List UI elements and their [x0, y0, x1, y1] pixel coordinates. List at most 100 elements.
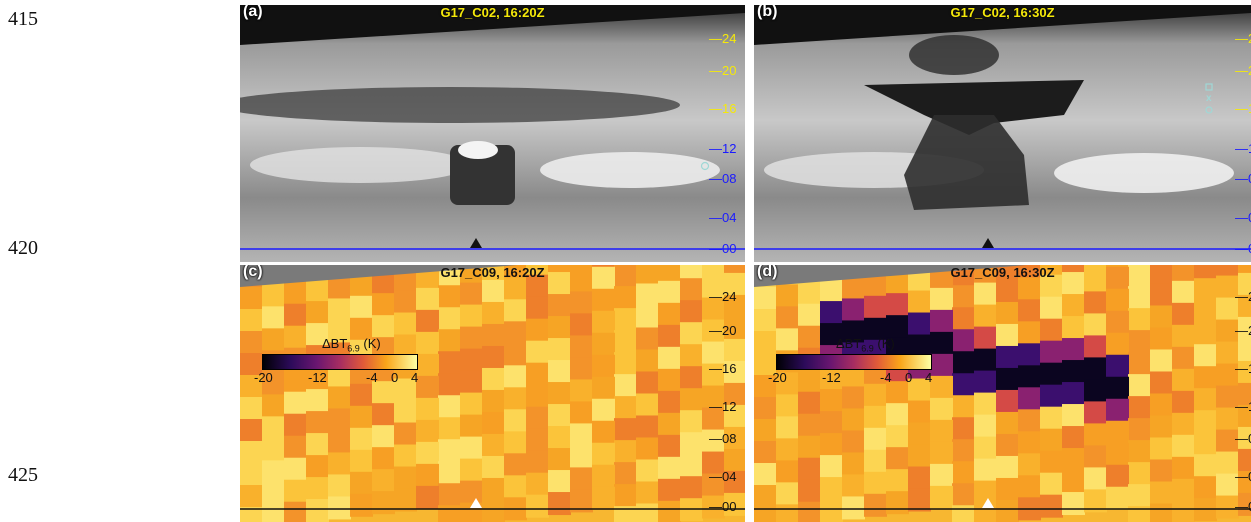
panel-c-image — [240, 265, 745, 522]
pixel-tile — [482, 367, 505, 391]
pixel-tile — [592, 398, 615, 422]
pixel-tile — [1238, 426, 1251, 450]
pixel-tile — [680, 344, 703, 368]
pixel-tile — [930, 485, 953, 509]
pixel-tile — [1128, 440, 1151, 464]
pixel-tile — [1062, 448, 1085, 472]
pixel-tile — [592, 486, 615, 510]
pixel-tile — [842, 452, 865, 476]
pixel-tile — [996, 389, 1019, 413]
pixel-tile — [702, 429, 725, 453]
pixel-tile — [974, 348, 997, 372]
pixel-tile — [372, 425, 395, 449]
pixel-tile — [908, 400, 931, 424]
pixel-tile — [526, 472, 549, 496]
pixel-tile — [636, 481, 659, 505]
pixel-tile — [1106, 376, 1129, 400]
pixel-tile — [1238, 360, 1251, 384]
pixel-tile — [592, 265, 615, 268]
pixel-tile — [724, 382, 745, 406]
colorbar-gradient — [776, 354, 932, 370]
pixel-tile — [724, 448, 745, 472]
pixel-tile — [1150, 327, 1173, 351]
pixel-tile — [1150, 415, 1173, 439]
pixel-tile — [724, 265, 745, 274]
pixel-tile — [952, 395, 975, 419]
pixel-tile — [886, 491, 909, 515]
pixel-tile — [570, 265, 593, 271]
pixel-tile — [820, 279, 843, 303]
pixel-tile — [372, 491, 395, 515]
panel-c: (c) G17_C09, 16:20Z ΔBT6.9 (K) -20 -12 -… — [240, 265, 745, 522]
pixel-tile — [1084, 265, 1107, 271]
axis-tick: —00 — [709, 499, 737, 514]
pixel-tile — [680, 432, 703, 456]
axis-tick: —08 — [709, 431, 737, 446]
pixel-tile — [776, 460, 799, 484]
pixel-tile — [614, 440, 637, 464]
pixel-tile — [776, 306, 799, 330]
pixel-tile — [1150, 349, 1173, 373]
pixel-tile — [754, 485, 777, 508]
pixel-tile — [776, 284, 799, 308]
pixel-tile — [1150, 393, 1173, 417]
pixel-tile — [864, 449, 887, 473]
pixel-tile — [460, 348, 483, 372]
pixel-tile — [482, 411, 505, 435]
pixel-tile — [1018, 277, 1041, 301]
pixel-tile — [798, 479, 821, 503]
pixel-tile — [416, 485, 439, 509]
pixel-tile — [306, 477, 329, 501]
pixel-tile — [416, 397, 439, 421]
pixel-tile — [1238, 316, 1251, 340]
pixel-tile — [262, 394, 285, 418]
pixel-tile — [350, 493, 373, 517]
pixel-tile — [548, 492, 571, 516]
pixel-tile — [930, 397, 953, 421]
pixel-tile — [548, 265, 571, 274]
pixel-tile — [776, 394, 799, 418]
pixel-tile — [350, 471, 373, 495]
pixel-tile — [680, 366, 703, 390]
pixel-tile — [328, 386, 351, 410]
pixel-tile — [1194, 344, 1217, 368]
pixel-tile — [504, 299, 527, 323]
axis-tick: —16 — [1235, 361, 1251, 376]
pixel-tile — [394, 290, 417, 314]
panel-c-title: G17_C09, 16:20Z — [440, 265, 545, 280]
pixel-tile — [328, 320, 351, 344]
pixel-tile — [1194, 322, 1217, 346]
pixel-tile — [1106, 354, 1129, 378]
pixel-tile — [394, 466, 417, 490]
pixel-tile — [820, 499, 843, 522]
pixel-tile — [394, 334, 417, 358]
panel-a-label: (a) — [243, 5, 263, 20]
pixel-tile — [1084, 313, 1107, 337]
pixel-tile — [570, 269, 593, 293]
pixel-tile — [1128, 265, 1151, 288]
axis-tick: —00 — [1235, 499, 1251, 514]
pixel-tile — [306, 367, 329, 391]
pixel-tile — [908, 268, 931, 292]
pixel-tile — [724, 272, 745, 296]
pixel-tile — [974, 326, 997, 350]
pixel-tile — [438, 483, 461, 507]
pixel-tile — [754, 397, 777, 420]
pixel-tile — [1084, 489, 1107, 513]
pixel-tile — [592, 310, 615, 334]
pixel-tile — [864, 427, 887, 451]
pixel-tile — [658, 390, 681, 414]
pixel-tile — [284, 303, 307, 327]
pixel-tile — [1216, 297, 1239, 321]
pixel-tile — [996, 323, 1019, 347]
pixel-tile — [820, 411, 843, 435]
pixel-tile — [702, 363, 725, 387]
pixel-tile — [526, 450, 549, 474]
pixel-tile — [754, 353, 777, 376]
pixel-tile — [886, 271, 909, 295]
pixel-tile — [460, 414, 483, 438]
pixel-tile — [350, 383, 373, 407]
pixel-tile — [974, 480, 997, 504]
axis-tick: —04 — [1235, 210, 1251, 225]
pixel-tile — [930, 353, 953, 377]
